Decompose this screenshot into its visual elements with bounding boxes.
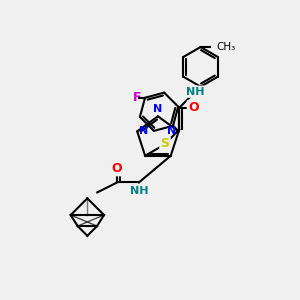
Text: NH: NH: [186, 87, 205, 97]
Text: O: O: [112, 162, 122, 175]
Text: N: N: [139, 126, 148, 136]
Text: F: F: [133, 91, 141, 104]
Text: CH₃: CH₃: [216, 42, 236, 52]
Text: N: N: [167, 126, 177, 136]
Text: S: S: [160, 137, 169, 150]
Text: NH: NH: [130, 187, 148, 196]
Text: N: N: [153, 104, 163, 114]
Text: O: O: [188, 101, 199, 114]
